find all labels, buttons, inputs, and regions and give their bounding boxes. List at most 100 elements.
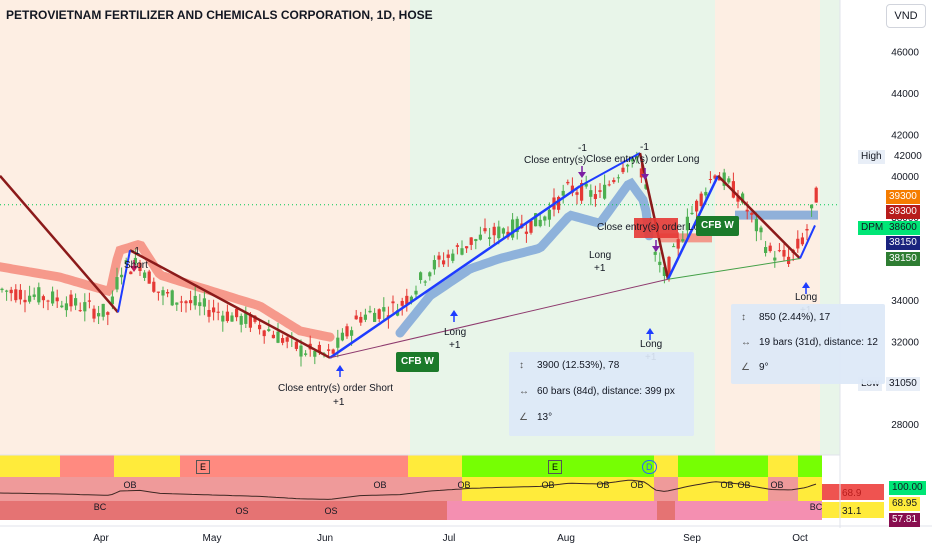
candle <box>437 255 441 260</box>
ind-bar-low <box>363 501 366 520</box>
ind-bar-low <box>276 501 279 520</box>
ind-bar-top <box>324 455 327 477</box>
ind-bar-mid <box>627 477 630 501</box>
ind-bar-mid <box>39 477 42 501</box>
ind-bar-top <box>600 455 603 477</box>
ind-bar-low <box>336 501 339 520</box>
ind-bar-low <box>528 501 531 520</box>
ind-bar-mid <box>600 477 603 501</box>
ind-bar-top <box>606 455 609 477</box>
ind-bar-mid <box>717 477 720 501</box>
ind-bar-low <box>246 501 249 520</box>
ind-bar-mid <box>396 477 399 501</box>
measure-box-1[interactable]: ↕ 3900 (12.53%), 78 ↔ 60 bars (84d), dista… <box>509 352 694 436</box>
candle <box>101 303 105 317</box>
ind-bar-mid <box>654 477 657 501</box>
ind-bar-low <box>741 501 744 520</box>
ind-bar-top <box>756 455 759 477</box>
candle <box>805 228 809 231</box>
ind-bar-top <box>285 455 288 477</box>
ind-bar-low <box>90 501 93 520</box>
dividend-marker[interactable]: D <box>642 460 657 474</box>
ind-bar-low <box>771 501 774 520</box>
ind-bar-low <box>360 501 363 520</box>
ind-bar-top <box>105 455 108 477</box>
candle <box>451 253 455 261</box>
ind-bar-mid <box>309 477 312 501</box>
ind-bar-top <box>702 455 705 477</box>
ind-bar-mid <box>441 477 444 501</box>
high-label: High <box>858 150 885 164</box>
ind-bar-mid <box>660 477 663 501</box>
ind-bar-top <box>54 455 57 477</box>
ind-bar-low <box>720 501 723 520</box>
ind-bar-top <box>297 455 300 477</box>
ind-bar-top <box>408 455 411 477</box>
ind-bar-low <box>681 501 684 520</box>
ind-bar-low <box>816 501 819 520</box>
ind-bar-top <box>207 455 210 477</box>
ind-bar-mid <box>486 477 489 501</box>
ind-bar-top <box>234 455 237 477</box>
ind-bar-top <box>783 455 786 477</box>
candle <box>676 239 680 249</box>
currency-button[interactable]: VND <box>886 4 926 28</box>
ind-bar-mid <box>648 477 651 501</box>
indicator-mark-3: OB <box>541 480 554 490</box>
ind-bar-top <box>747 455 750 477</box>
ind-bar-mid <box>537 477 540 501</box>
ind-bar-low <box>60 501 63 520</box>
ind-bar-top <box>768 455 771 477</box>
ind-bar-mid <box>786 477 789 501</box>
ind-bar-mid <box>753 477 756 501</box>
candle <box>612 180 616 183</box>
ind-bar-low <box>384 501 387 520</box>
earnings-marker-2[interactable]: E <box>548 460 563 474</box>
ind-bar-low <box>243 501 246 520</box>
candle <box>46 300 50 302</box>
trend-down-2 <box>129 249 331 359</box>
ind-bar-low <box>159 501 162 520</box>
ind-bar-top <box>186 455 189 477</box>
candle <box>350 330 354 336</box>
measure-box-2[interactable]: ↕ 850 (2.44%), 17 ↔ 19 bars (31d), distanc… <box>731 304 885 384</box>
ind-bar-top <box>528 455 531 477</box>
candle <box>731 181 735 198</box>
close-long-label: Close entry(s) order Long <box>586 154 700 165</box>
ind-bar-mid <box>621 477 624 501</box>
ind-bar-low <box>585 501 588 520</box>
candle <box>382 307 386 312</box>
ind-bar-top <box>369 455 372 477</box>
ind-bar-mid <box>165 477 168 501</box>
ind-bar-top <box>549 455 552 477</box>
ind-bar-mid <box>672 477 675 501</box>
ind-bar-top <box>669 455 672 477</box>
ind-bar-low <box>810 501 813 520</box>
ind-bar-mid <box>390 477 393 501</box>
trend-up-1 <box>117 250 131 313</box>
candle <box>285 337 289 342</box>
ind-bar-low <box>486 501 489 520</box>
ind-bar-top <box>819 455 822 477</box>
earnings-marker-1[interactable]: E <box>196 460 211 474</box>
ind-bar-mid <box>720 477 723 501</box>
ind-bar-top <box>480 455 483 477</box>
ind-bar-mid <box>735 477 738 501</box>
ind-bar-low <box>660 501 663 520</box>
ind-bar-mid <box>195 477 198 501</box>
candle <box>497 226 501 239</box>
ind-bar-low <box>414 501 417 520</box>
candle <box>147 271 151 284</box>
ind-bar-top <box>456 455 459 477</box>
candle <box>409 296 413 302</box>
candle <box>106 312 110 315</box>
ind-bar-mid <box>129 477 132 501</box>
ind-bar-low <box>24 501 27 520</box>
ind-bar-top <box>165 455 168 477</box>
ind-bar-mid <box>93 477 96 501</box>
ind-table-689: 68.9 <box>842 488 862 499</box>
candle <box>212 307 216 313</box>
ind-bar-low <box>36 501 39 520</box>
ind-bar-mid <box>3 477 6 501</box>
